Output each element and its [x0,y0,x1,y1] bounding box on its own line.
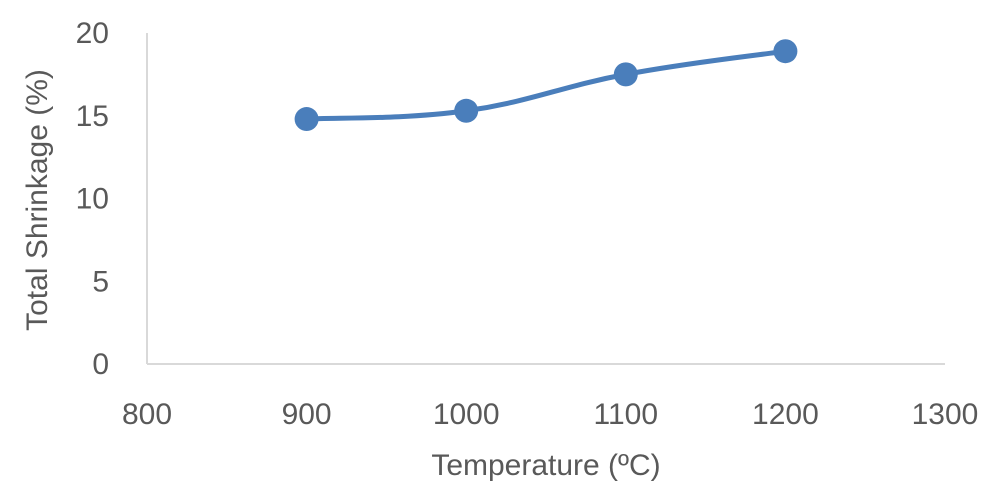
x-tick-label: 1100 [594,398,659,431]
x-tick-label: 900 [282,398,332,431]
data-point [773,39,798,64]
y-axis-title: Total Shrinkage (%) [21,69,54,331]
x-tick-label: 1000 [433,398,500,431]
data-point [613,62,638,87]
y-tick-label: 5 [92,265,109,298]
data-point [454,98,479,123]
series-line [304,48,788,122]
x-axis-title: Temperature (ºC) [431,449,660,482]
series-layer [294,39,798,132]
x-tick-label: 1200 [752,398,819,431]
x-tick-label: 800 [122,398,172,431]
x-tick-labels: 800 900 1000 1100 1200 1300 [122,398,978,431]
y-tick-label: 0 [92,348,109,381]
data-point [294,107,319,132]
y-tick-label: 20 [76,17,109,50]
y-tick-label: 10 [76,183,109,216]
x-tick-label: 1300 [912,398,979,431]
y-tick-labels: 0 5 10 15 20 [76,17,109,381]
y-tick-label: 15 [76,100,109,133]
